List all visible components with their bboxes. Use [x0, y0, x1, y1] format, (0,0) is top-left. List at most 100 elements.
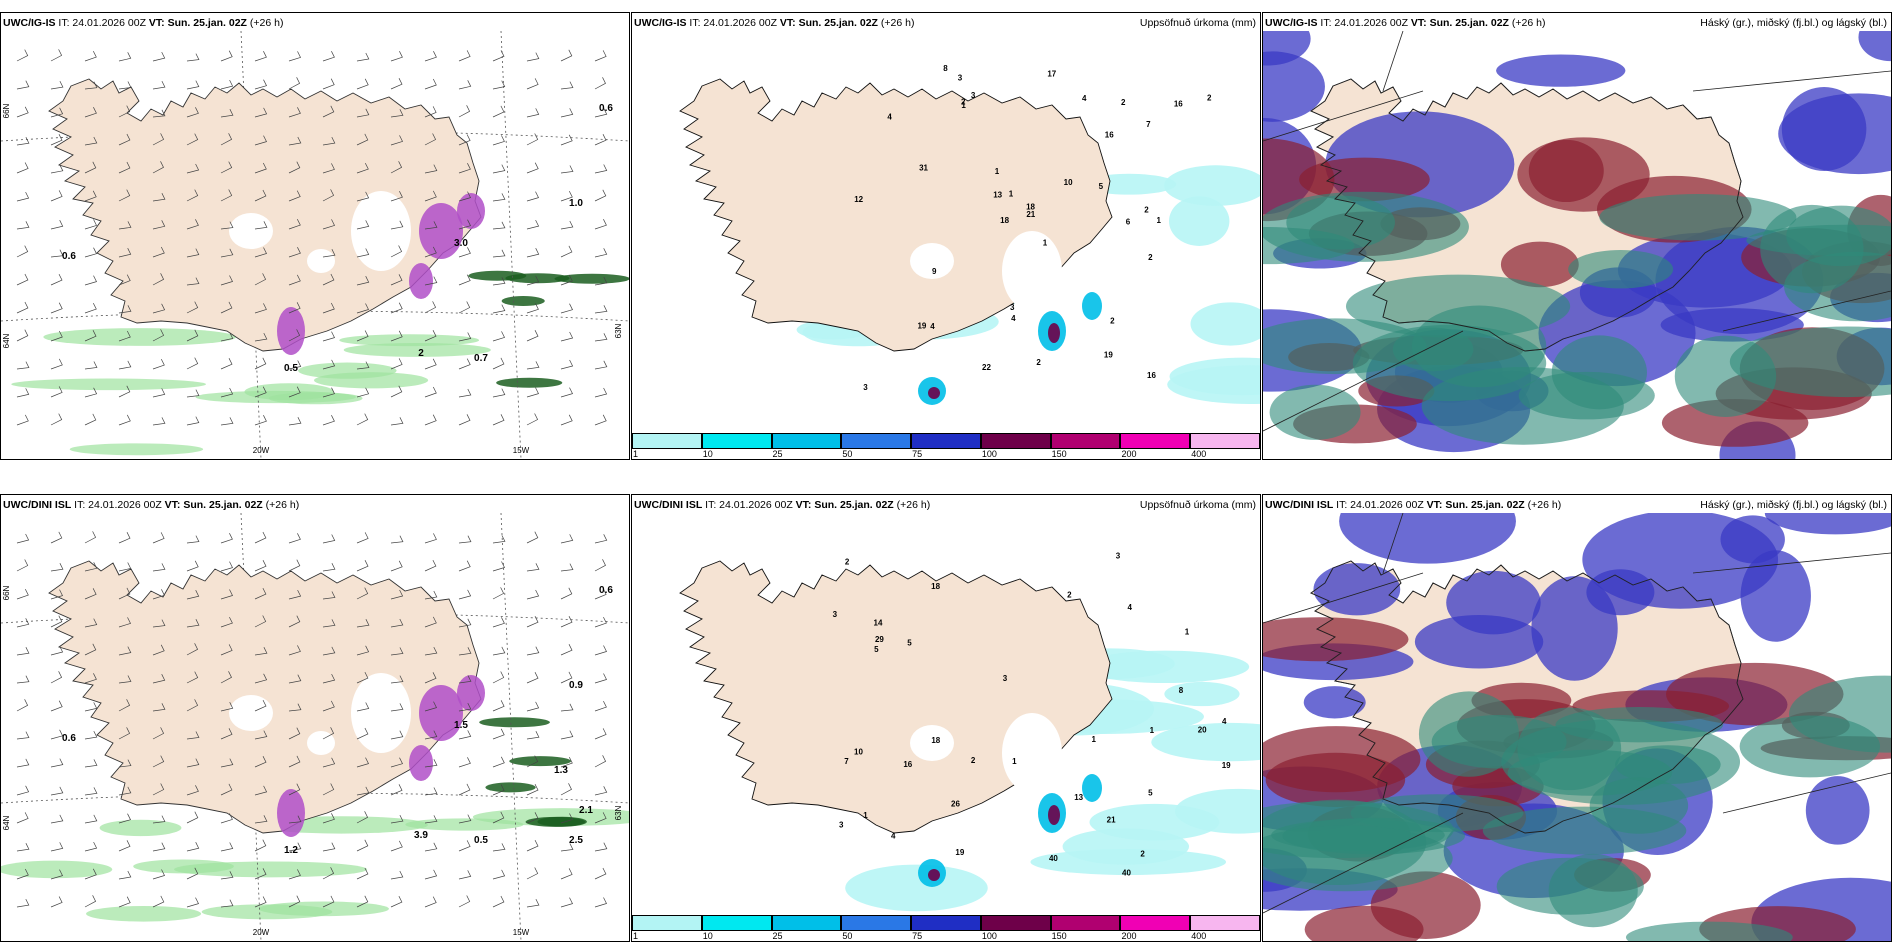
low-cloud-area: [1263, 617, 1409, 662]
precip-value-label: 1: [1012, 757, 1017, 766]
wind-barb: [322, 415, 335, 426]
low-cloud-area: [1304, 905, 1424, 941]
wind-barb: [526, 563, 540, 572]
wind-barb: [186, 897, 199, 908]
wind-barb: [186, 133, 199, 146]
precip-value-label: 2: [1140, 849, 1145, 858]
wind-barb: [254, 839, 267, 852]
wind-barb: [390, 784, 403, 796]
wind-barb: [560, 868, 573, 880]
wind-barb: [560, 303, 574, 314]
wind-barb: [152, 589, 165, 600]
wind-barb: [84, 219, 97, 230]
legend-tick-label: 100: [981, 931, 997, 941]
lat-label: 66N: [2, 103, 11, 118]
wind-map: 20W 15W 66N 64N 63N 0.6 0.6 1.0 0.5 3.0 0.7 2: [1, 31, 629, 459]
legend-tick-label: 25: [772, 449, 783, 459]
glacier-area: [307, 249, 335, 273]
wind-barb: [492, 587, 505, 600]
wind-barb: [186, 248, 200, 258]
wind-barb: [220, 79, 234, 90]
wind-barb: [526, 839, 539, 852]
wind-barb: [322, 78, 335, 90]
wind-barb: [220, 221, 234, 230]
precip-value-label: 3: [833, 610, 838, 619]
wind-barb: [526, 589, 540, 600]
wind-barb: [16, 731, 30, 740]
wind-barb: [152, 51, 166, 62]
wind-barb: [50, 563, 64, 572]
mid-cloud-area: [1339, 513, 1516, 564]
wind-barb: [288, 51, 301, 62]
boundary-line: [1382, 513, 1404, 574]
wind-barb: [186, 842, 200, 852]
precip-area: [1082, 774, 1102, 802]
wind-barb: [594, 755, 607, 768]
wind-barb: [254, 357, 267, 370]
precip-value-label: 13: [993, 191, 1002, 200]
boundary-line: [1263, 812, 1464, 914]
wind-barb: [424, 276, 438, 286]
wind-barb: [220, 133, 233, 146]
wind-barb: [288, 727, 301, 740]
wind-barb: [152, 869, 165, 880]
wind-barb: [356, 532, 369, 544]
wind-barb: [118, 786, 132, 796]
glacier-area: [1002, 231, 1062, 311]
wind-barb: [220, 842, 234, 852]
wind-barb: [50, 273, 63, 286]
wind-barb: [424, 730, 438, 740]
wind-barb: [526, 616, 539, 628]
wind-barb: [118, 221, 132, 230]
wind-barb: [492, 756, 505, 768]
precip-heavy-area: [1048, 805, 1060, 825]
legend-tick-label: 75: [912, 931, 923, 941]
wind-barb: [390, 840, 403, 852]
wind-barb: [16, 361, 30, 370]
wind-area: [69, 443, 204, 456]
wind-barb: [322, 700, 335, 712]
wind-barb: [526, 133, 539, 146]
mid-cloud-area: [1313, 563, 1401, 616]
wind-barb: [118, 646, 132, 656]
wind-barb: [254, 51, 267, 62]
precip-value-label: 4: [1011, 314, 1016, 323]
wind-barb: [84, 136, 98, 146]
boundary-line: [1263, 90, 1424, 142]
wind-barb: [356, 220, 370, 230]
wind-barb: [186, 785, 199, 796]
wind-barb: [356, 560, 369, 572]
strong-wind-area: [479, 717, 550, 728]
wind-barb: [186, 80, 200, 90]
strong-wind-area: [501, 296, 545, 307]
wind-value-label: 2: [418, 348, 424, 359]
wind-barb: [16, 80, 30, 90]
wind-barb: [152, 417, 166, 426]
panel-header: UWC/IG-IS IT: 24.01.2026 00Z VT: Sun. 25…: [3, 17, 284, 29]
wind-barb: [254, 615, 267, 628]
longitude-line: [500, 31, 522, 459]
precip-value-label: 18: [1026, 202, 1035, 211]
wind-barb: [594, 534, 608, 544]
wind-barb: [390, 895, 403, 908]
wind-barb: [50, 220, 64, 230]
high-cloud-area: [1599, 193, 1797, 241]
wind-barb: [254, 896, 267, 908]
wind-barb: [458, 730, 472, 740]
wind-barb: [50, 386, 63, 398]
wind-barb: [390, 109, 404, 118]
wind-barb: [16, 388, 30, 398]
wind-barb: [220, 417, 234, 426]
glacier-area: [351, 673, 411, 753]
wind-barb: [220, 813, 233, 824]
wind-barb: [526, 108, 540, 118]
precip-value-label: 1: [1043, 238, 1048, 247]
precip-area: [419, 203, 463, 259]
wind-barb: [594, 645, 607, 656]
wind-barb: [50, 164, 64, 174]
wind-barb: [84, 759, 98, 768]
legend-tick-label: 1: [633, 449, 639, 459]
wind-barb: [492, 561, 505, 572]
wind-barb: [186, 699, 199, 712]
wind-barb: [356, 133, 369, 146]
